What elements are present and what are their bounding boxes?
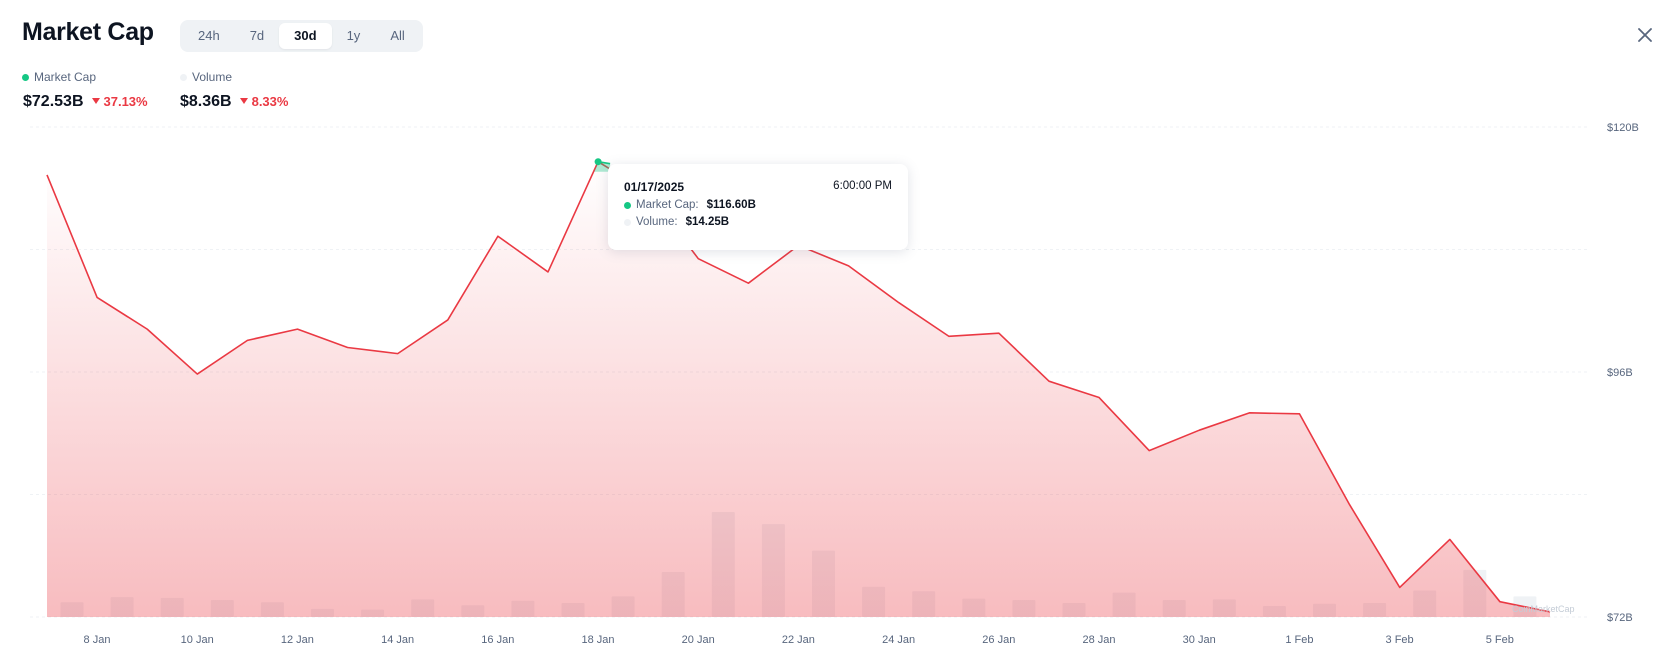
market-cap-change-text: 37.13% [103,94,148,109]
tooltip-market-cap-label: Market Cap: [636,199,699,211]
chart-tooltip: 01/17/2025 6:00:00 PM Market Cap: $116.6… [608,164,908,250]
close-icon[interactable] [1636,26,1654,44]
market-cap-stat: $72.53B 37.13% [23,93,148,111]
x-tick-label: 16 Jan [481,634,514,646]
legend-volume[interactable]: Volume [180,70,232,84]
range-7d-button[interactable]: 7d [249,28,265,43]
time-range-selector: 24h 7d 30d 1y All [180,20,423,52]
volume-change-text: 8.33% [251,94,289,109]
volume-change: 8.33% [239,94,289,109]
x-tick-label: 30 Jan [1183,634,1216,646]
x-tick-label: 8 Jan [84,634,111,646]
legend-volume-label: Volume [192,70,233,84]
x-tick-label: 26 Jan [982,634,1015,646]
x-tick-label: 28 Jan [1082,634,1115,646]
caret-down-icon [239,98,248,104]
tooltip-row-volume: Volume: $14.25B [624,216,892,228]
legend-market-cap-label: Market Cap [34,70,97,84]
x-tick-label: 1 Feb [1285,634,1313,646]
y-tick-label: $120B [1607,122,1639,134]
tooltip-date: 01/17/2025 [624,180,685,194]
x-tick-label: 18 Jan [581,634,614,646]
market-cap-value: $72.53B [23,93,84,110]
highlight-point [594,158,602,166]
x-tick-label: 22 Jan [782,634,815,646]
volume-dot-icon [624,218,631,226]
range-1y-button[interactable]: 1y [346,28,361,43]
range-all-button[interactable]: All [390,28,405,43]
volume-value: $8.36B [180,93,232,110]
caret-down-icon [91,98,100,104]
market-cap-area [47,161,1550,618]
x-tick-label: 24 Jan [882,634,915,646]
legend-market-cap[interactable]: Market Cap [22,70,96,84]
x-tick-label: 14 Jan [381,634,414,646]
market-cap-dot-icon [624,201,631,209]
market-cap-change: 37.13% [91,94,148,109]
market-cap-dot-icon [22,73,29,81]
x-tick-label: 20 Jan [682,634,715,646]
tooltip-market-cap-value: $116.60B [706,199,756,211]
volume-stat: $8.36B 8.33% [180,93,288,111]
watermark-logo: CoinMarketCap [1512,604,1575,614]
tooltip-volume-value: $14.25B [685,216,730,228]
x-tick-label: 10 Jan [181,634,214,646]
page-title: Market Cap [22,18,154,46]
tooltip-time: 6:00:00 PM [833,180,892,192]
x-tick-label: 3 Feb [1386,634,1414,646]
tooltip-volume-label: Volume: [636,216,678,228]
range-30d-button[interactable]: 30d [279,23,332,49]
tooltip-row-market-cap: Market Cap: $116.60B [624,199,892,211]
y-tick-label: $96B [1607,367,1633,379]
x-tick-label: 12 Jan [281,634,314,646]
y-tick-label: $72B [1607,612,1633,624]
volume-dot-icon [180,73,187,81]
range-24h-button[interactable]: 24h [198,28,220,43]
x-tick-label: 5 Feb [1486,634,1514,646]
